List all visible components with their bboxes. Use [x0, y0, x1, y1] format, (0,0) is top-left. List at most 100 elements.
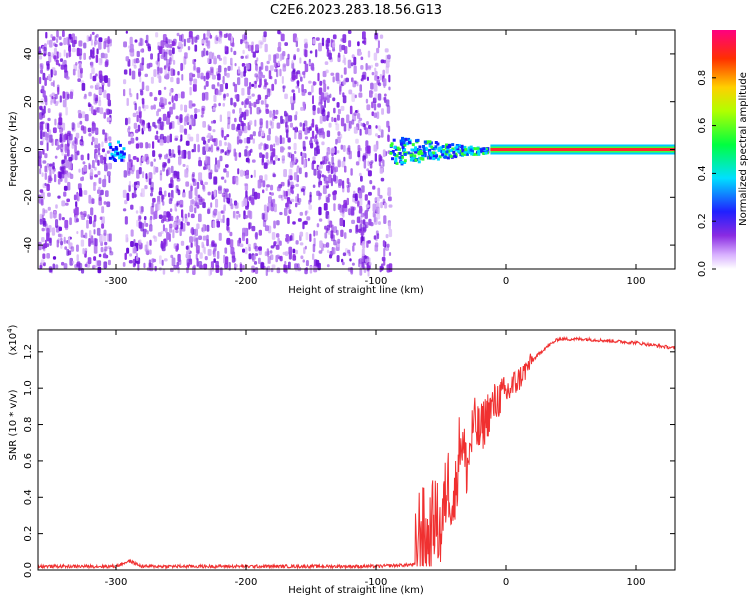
- spectrogram-noise-cell: [209, 34, 213, 39]
- spectrogram-noise-cell: [139, 192, 143, 197]
- spectrogram-noise-cell: [326, 264, 330, 268]
- spectrogram-noise-cell: [57, 122, 62, 129]
- spectrogram-noise-cell: [254, 80, 257, 85]
- spectrogram-noise-cell: [234, 63, 237, 67]
- spectrogram-noise-cell: [40, 107, 43, 111]
- spectrogram-noise-cell: [343, 67, 347, 75]
- spectrogram-noise-cell: [95, 54, 99, 63]
- spectrogram-noise-cell: [234, 94, 238, 99]
- spectrogram-noise-cell: [97, 159, 100, 166]
- spectrogram-noise-cell: [155, 32, 159, 38]
- spectrogram-noise-cell: [369, 180, 373, 185]
- spectrogram-noise-cell: [239, 263, 243, 273]
- spectrogram-noise-cell: [373, 235, 377, 240]
- spectrogram-noise-cell: [181, 150, 184, 159]
- spectrogram-noise-cell: [344, 57, 347, 66]
- spectrogram-noise-cell: [292, 248, 296, 254]
- spectrogram-noise-cell: [102, 156, 106, 161]
- spectrogram-noise-cell: [51, 138, 54, 146]
- spectrogram-noise-cell: [91, 127, 95, 134]
- spectrogram-noise-cell: [100, 246, 104, 253]
- spectrogram-carrier-cell: [457, 144, 461, 148]
- spectrogram-noise-cell: [63, 153, 67, 161]
- spectrogram-noise-cell: [180, 221, 183, 230]
- spectrogram-noise-cell: [353, 65, 357, 74]
- spectrogram-noise-cell: [149, 92, 153, 97]
- spectrogram-noise-cell: [288, 209, 292, 214]
- spectrogram-noise-cell: [283, 169, 287, 178]
- spectrogram-noise-cell: [324, 92, 329, 99]
- spectrogram-blob-cell: [119, 152, 123, 156]
- spectrogram-noise-cell: [237, 66, 241, 74]
- spectrogram-noise-cell: [131, 164, 135, 172]
- spectrogram-noise-cell: [253, 169, 256, 178]
- spectrogram-noise-cell: [360, 65, 364, 70]
- spectrogram-noise-cell: [184, 213, 188, 219]
- spectrogram-noise-cell: [124, 252, 127, 260]
- spectrogram-noise-cell: [49, 163, 53, 167]
- spectrogram-carrier-cell: [422, 147, 426, 151]
- spectrogram-noise-cell: [161, 194, 165, 200]
- spectrogram-noise-cell: [42, 253, 46, 259]
- spectrogram-noise-cell: [128, 126, 131, 130]
- spectrogram-noise-cell: [175, 229, 179, 234]
- spectrogram-noise-cell: [71, 142, 75, 149]
- spectrogram-noise-cell: [47, 175, 52, 184]
- spectrogram-noise-cell: [252, 51, 256, 58]
- spectrogram-noise-cell: [128, 88, 132, 95]
- y-tick-label: -20: [23, 189, 34, 205]
- spectrogram-noise-cell: [161, 259, 164, 266]
- spectrogram-noise-cell: [180, 62, 183, 71]
- spectrogram-noise-cell: [168, 39, 173, 44]
- spectrogram-noise-cell: [212, 138, 216, 143]
- spectrogram-noise-cell: [332, 192, 337, 201]
- spectrogram-noise-cell: [253, 261, 258, 265]
- spectrogram-noise-cell: [329, 93, 332, 98]
- spectrogram-noise-cell: [353, 112, 357, 116]
- spectrogram-noise-cell: [265, 120, 269, 129]
- spectrogram-noise-cell: [39, 69, 43, 74]
- spectrogram-noise-cell: [225, 164, 229, 168]
- x-tick-label: 0: [503, 577, 509, 588]
- spectrogram-noise-cell: [157, 41, 161, 47]
- spectrogram-noise-cell: [141, 156, 145, 162]
- spectrogram-noise-cell: [257, 246, 262, 250]
- spectrogram-carrier-cell: [418, 145, 422, 149]
- spectrogram-blob-cell: [118, 156, 122, 160]
- spectrogram-noise-cell: [307, 157, 310, 162]
- spectrogram-noise-cell: [67, 130, 71, 135]
- spectrogram-noise-cell: [156, 201, 161, 211]
- spectrogram-noise-cell: [249, 134, 253, 140]
- spectrogram-noise-cell: [269, 110, 272, 118]
- spectrogram-noise-cell: [184, 216, 188, 224]
- spectrogram-noise-cell: [282, 63, 287, 72]
- spectrogram-noise-cell: [136, 219, 139, 227]
- spectrogram-noise-cell: [72, 68, 76, 76]
- spectrogram-noise-cell: [169, 88, 173, 93]
- spectrogram-noise-cell: [41, 237, 45, 243]
- spectrogram-noise-cell: [369, 161, 373, 165]
- spectrogram-noise-cell: [189, 136, 194, 142]
- spectrogram-noise-cell: [52, 256, 57, 260]
- spectrogram-noise-cell: [295, 85, 299, 89]
- spectrogram-noise-cell: [261, 130, 265, 137]
- spectrogram-noise-cell: [160, 125, 163, 130]
- spectrogram-noise-cell: [97, 260, 102, 267]
- spectrogram-noise-cell: [106, 171, 111, 177]
- spectrogram-noise-cell: [252, 138, 255, 144]
- spectrogram-noise-cell: [72, 260, 75, 264]
- spectrogram-noise-cell: [62, 91, 66, 99]
- spectrogram-noise-cell: [380, 59, 385, 64]
- spectrogram-noise-cell: [343, 123, 347, 132]
- spectrogram-noise-cell: [322, 156, 325, 163]
- spectrogram-carrier-cell: [394, 147, 398, 151]
- spectrogram-noise-cell: [87, 127, 92, 133]
- x-tick-label: -200: [235, 276, 258, 287]
- spectrogram-noise-cell: [194, 228, 198, 237]
- spectrogram-noise-cell: [242, 248, 246, 253]
- spectrogram-noise-cell: [374, 153, 377, 162]
- spectrogram-noise-cell: [286, 201, 291, 210]
- spectrogram-noise-cell: [224, 247, 228, 254]
- spectrogram-noise-cell: [342, 203, 347, 209]
- spectrogram-noise-cell: [79, 120, 83, 125]
